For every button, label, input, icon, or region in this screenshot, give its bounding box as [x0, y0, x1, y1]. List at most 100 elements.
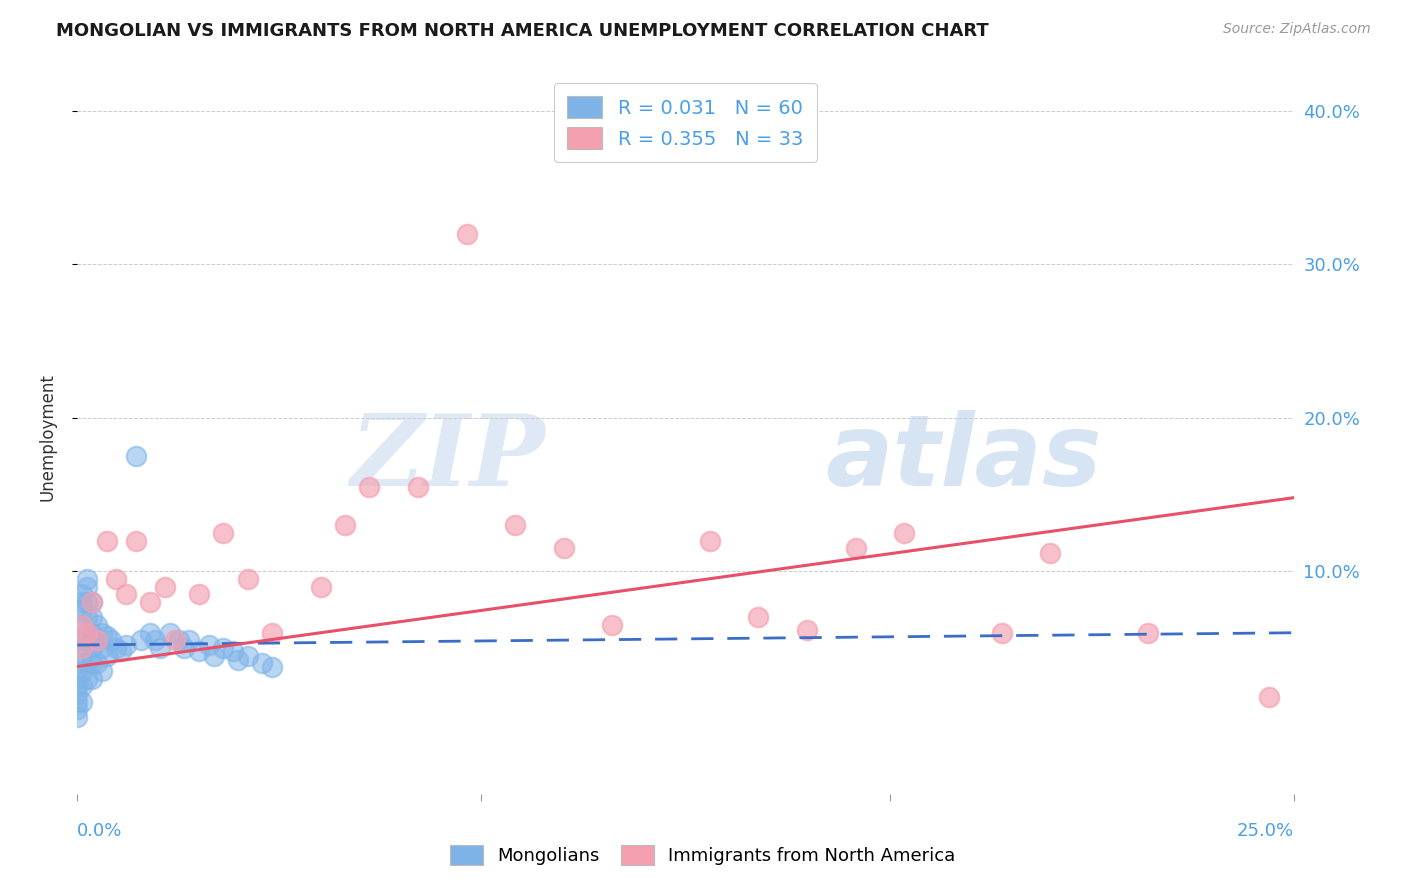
- Point: [76, 572, 98, 586]
- Point: [226, 653, 249, 667]
- Point: [1039, 546, 1062, 560]
- Point: [236, 572, 259, 586]
- Point: [70, 680, 93, 694]
- Point: [76, 580, 98, 594]
- Point: [796, 623, 818, 637]
- Text: 25.0%: 25.0%: [1236, 822, 1294, 839]
- Point: [163, 633, 186, 648]
- Point: [80, 672, 103, 686]
- Point: [70, 664, 93, 678]
- Point: [76, 657, 98, 671]
- Point: [66, 702, 89, 716]
- Point: [86, 618, 108, 632]
- Point: [90, 625, 112, 640]
- Point: [110, 644, 132, 658]
- Point: [169, 633, 191, 648]
- Point: [260, 659, 283, 673]
- Point: [76, 641, 98, 656]
- Point: [80, 641, 103, 656]
- Text: MONGOLIAN VS IMMIGRANTS FROM NORTH AMERICA UNEMPLOYMENT CORRELATION CHART: MONGOLIAN VS IMMIGRANTS FROM NORTH AMERI…: [56, 22, 988, 40]
- Point: [105, 572, 128, 586]
- Point: [76, 625, 98, 640]
- Point: [139, 595, 162, 609]
- Point: [309, 580, 332, 594]
- Point: [76, 672, 98, 686]
- Point: [212, 526, 235, 541]
- Point: [212, 641, 235, 656]
- Point: [406, 480, 429, 494]
- Point: [70, 695, 93, 709]
- Point: [80, 610, 103, 624]
- Point: [503, 518, 526, 533]
- Legend: Mongolians, Immigrants from North America: Mongolians, Immigrants from North Americ…: [443, 838, 963, 872]
- Point: [80, 595, 103, 609]
- Point: [70, 618, 93, 632]
- Point: [456, 227, 478, 241]
- Point: [359, 480, 381, 494]
- Point: [139, 625, 162, 640]
- Point: [90, 641, 112, 656]
- Point: [70, 657, 93, 671]
- Point: [149, 641, 172, 656]
- Text: Source: ZipAtlas.com: Source: ZipAtlas.com: [1223, 22, 1371, 37]
- Point: [699, 533, 721, 548]
- Point: [100, 633, 122, 648]
- Point: [173, 641, 195, 656]
- Point: [129, 633, 152, 648]
- Point: [893, 526, 915, 541]
- Point: [70, 633, 93, 648]
- Point: [96, 629, 118, 643]
- Point: [202, 648, 225, 663]
- Point: [76, 625, 98, 640]
- Text: 0.0%: 0.0%: [77, 822, 122, 839]
- Point: [125, 533, 148, 548]
- Point: [70, 587, 93, 601]
- Point: [260, 625, 283, 640]
- Point: [66, 710, 89, 724]
- Point: [153, 580, 176, 594]
- Point: [66, 680, 89, 694]
- Point: [66, 687, 89, 701]
- Point: [70, 603, 93, 617]
- Point: [125, 450, 148, 464]
- Point: [1136, 625, 1159, 640]
- Point: [333, 518, 356, 533]
- Point: [76, 610, 98, 624]
- Point: [86, 657, 108, 671]
- Point: [80, 595, 103, 609]
- Point: [179, 633, 201, 648]
- Point: [250, 657, 273, 671]
- Legend: R = 0.031   N = 60, R = 0.355   N = 33: R = 0.031 N = 60, R = 0.355 N = 33: [554, 83, 817, 162]
- Point: [70, 595, 93, 609]
- Point: [747, 610, 769, 624]
- Point: [70, 641, 93, 656]
- Y-axis label: Unemployment: Unemployment: [38, 373, 56, 501]
- Point: [222, 644, 245, 658]
- Point: [70, 641, 93, 656]
- Point: [80, 625, 103, 640]
- Point: [197, 638, 219, 652]
- Point: [602, 618, 624, 632]
- Point: [96, 648, 118, 663]
- Point: [66, 695, 89, 709]
- Point: [553, 541, 575, 556]
- Point: [143, 633, 166, 648]
- Point: [115, 587, 138, 601]
- Point: [105, 641, 128, 656]
- Point: [80, 657, 103, 671]
- Point: [1258, 690, 1281, 705]
- Point: [188, 644, 211, 658]
- Point: [115, 638, 138, 652]
- Point: [990, 625, 1012, 640]
- Point: [76, 595, 98, 609]
- Point: [70, 618, 93, 632]
- Point: [236, 648, 259, 663]
- Point: [188, 587, 211, 601]
- Point: [90, 664, 112, 678]
- Point: [66, 672, 89, 686]
- Text: ZIP: ZIP: [350, 410, 546, 507]
- Point: [86, 633, 108, 648]
- Point: [86, 633, 108, 648]
- Point: [845, 541, 868, 556]
- Point: [96, 533, 118, 548]
